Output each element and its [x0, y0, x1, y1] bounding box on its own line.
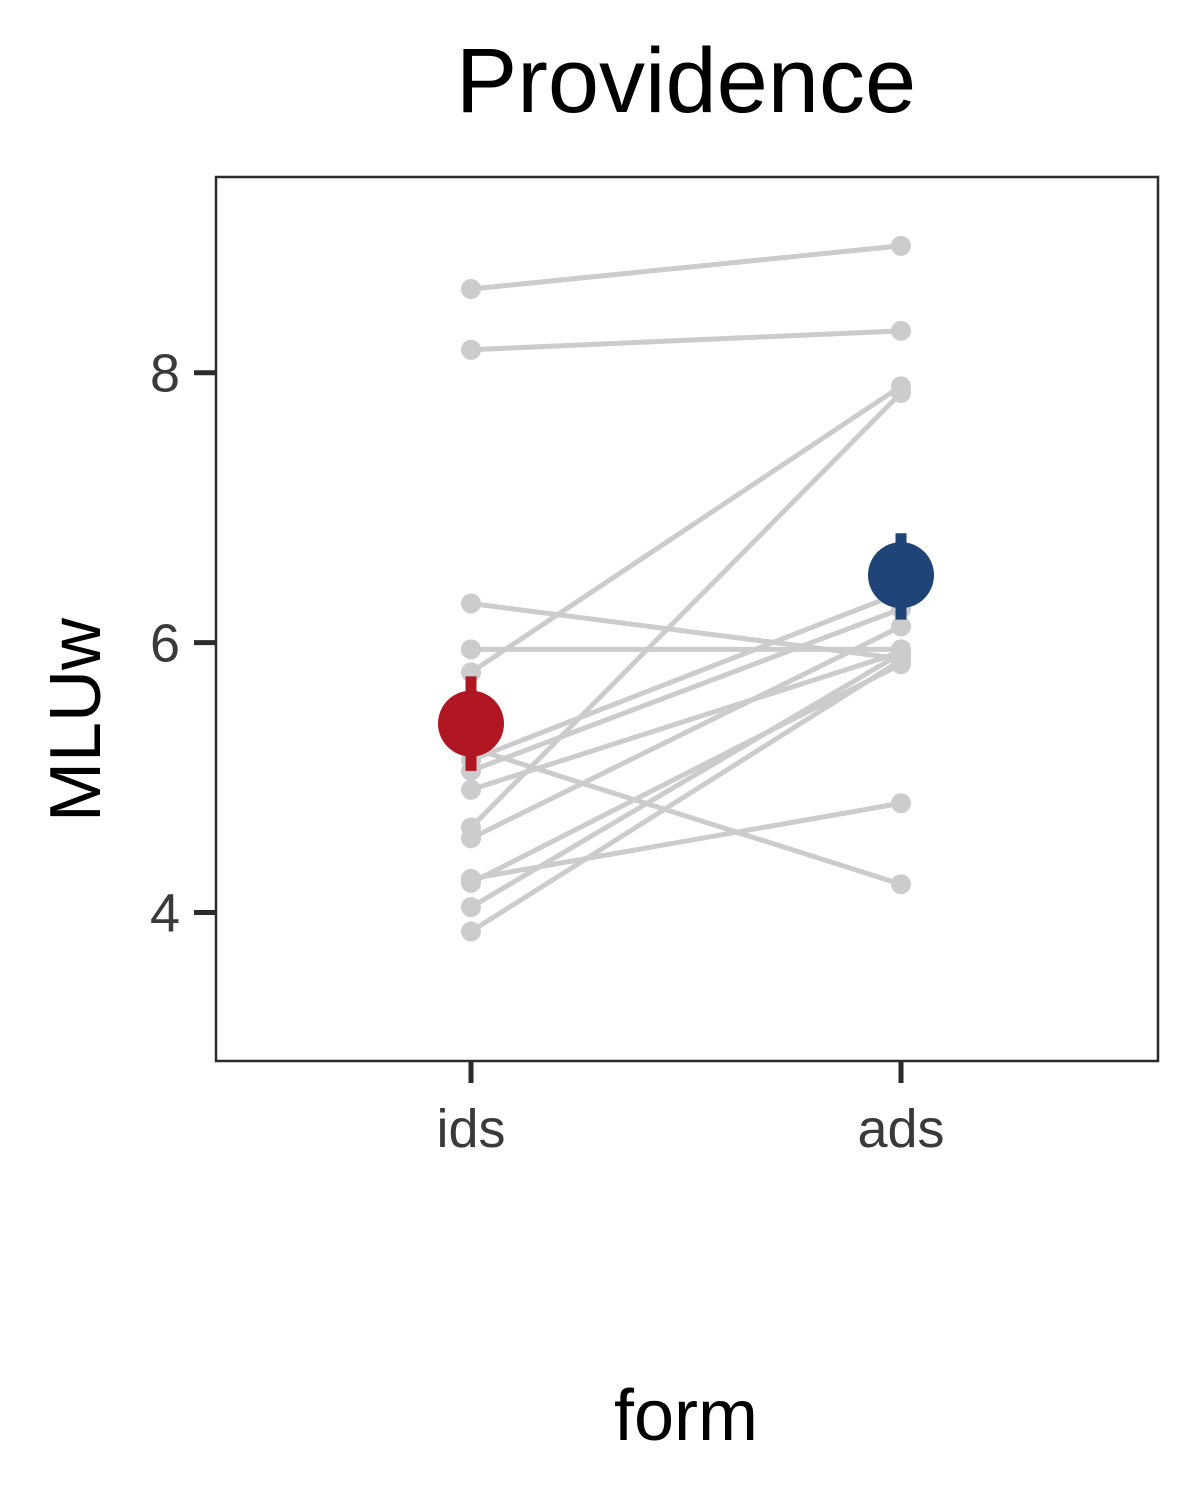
chart-title: Providence [456, 30, 916, 132]
individual-lines [469, 243, 903, 934]
individual-line [470, 649, 902, 793]
individual-point-ids [461, 639, 481, 660]
individual-point-ids [461, 779, 481, 800]
individual-point-ids [461, 593, 481, 614]
individual-line [469, 658, 903, 934]
y-tick-label: 6 [150, 614, 180, 674]
individual-line [469, 651, 903, 910]
individual-line [470, 328, 902, 353]
individual-point-ids [461, 828, 481, 849]
individual-point-ids [461, 279, 481, 300]
x-axis-title: form [614, 1376, 758, 1456]
individual-point-ads [891, 874, 911, 895]
summary-markers [438, 533, 934, 771]
plot-panel [214, 175, 1160, 1063]
individual-point-ids [461, 339, 481, 360]
mean-point-ids [438, 690, 504, 757]
individual-point-ads [891, 235, 911, 256]
individual-point-ads [891, 793, 911, 814]
y-tick-label: 4 [150, 884, 180, 944]
individual-line [470, 590, 902, 763]
individual-point-ids [461, 921, 481, 942]
y-tick-label: 8 [150, 344, 180, 404]
individual-line [469, 391, 903, 830]
individual-point-ads [891, 382, 911, 403]
individual-line [470, 745, 902, 887]
y-axis: 4 6 8 [150, 344, 216, 944]
x-axis: ids ads [436, 1061, 945, 1159]
y-axis-title: MLUw [36, 617, 116, 822]
x-tick-label-ads: ads [857, 1099, 944, 1159]
individual-line [470, 606, 902, 774]
individual-point-ads [891, 650, 911, 671]
x-tick-label-ids: ids [436, 1099, 505, 1159]
individual-point-ads [891, 616, 911, 637]
individual-point-ids [461, 872, 481, 893]
individual-line [470, 243, 902, 292]
mean-point-ads [868, 542, 934, 609]
individual-line [469, 661, 903, 886]
individual-line [469, 384, 903, 675]
individual-line [469, 624, 903, 841]
individual-point-ids [461, 897, 481, 918]
individual-point-ads [891, 320, 911, 341]
